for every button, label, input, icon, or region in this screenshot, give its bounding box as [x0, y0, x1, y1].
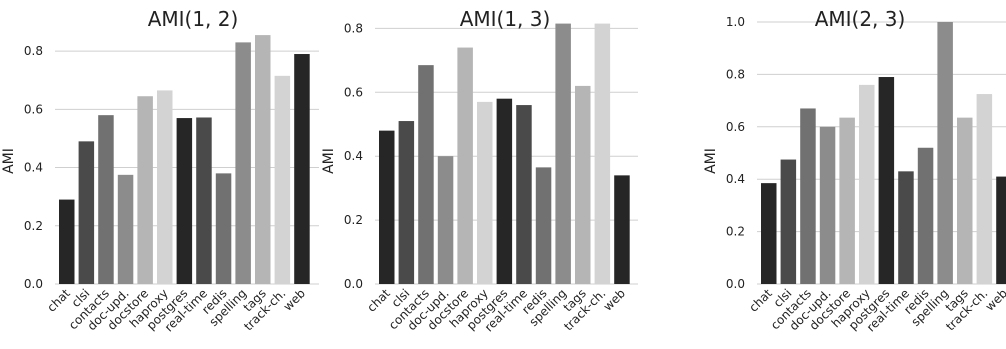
- bar-doc-upd: [117, 174, 134, 284]
- bar-track-ch: [976, 94, 993, 284]
- y-tick-label: 0.6: [726, 120, 745, 134]
- y-tick-label: 1.0: [726, 15, 745, 29]
- bar-chat: [379, 130, 395, 284]
- y-tick-label: 0.8: [24, 44, 43, 58]
- y-tick-label: 0.2: [726, 225, 745, 239]
- bar-postgres: [176, 118, 193, 284]
- bar-clsi: [398, 121, 415, 284]
- bar-redis: [535, 167, 552, 284]
- y-tick-label: 0.0: [344, 277, 363, 291]
- bar-web: [294, 54, 310, 285]
- y-tick-label: 0.8: [344, 21, 363, 35]
- bar-web: [996, 176, 1006, 284]
- bar-doc-upd: [437, 156, 454, 284]
- bar-real-time: [516, 105, 532, 284]
- bar-docstore: [839, 117, 855, 284]
- chart-title: AMI(1, 2): [148, 7, 239, 31]
- y-axis-label: AMI: [321, 148, 337, 174]
- bar-doc-upd: [819, 126, 836, 284]
- bar-spelling: [555, 23, 571, 284]
- y-tick-label: 0.2: [344, 213, 363, 227]
- bar-haproxy: [859, 84, 875, 284]
- y-tick-label: 0.2: [24, 219, 43, 233]
- bar-postgres: [496, 98, 513, 285]
- bar-haproxy: [477, 101, 493, 284]
- bar-clsi: [780, 159, 797, 284]
- x-tick-label: web: [983, 286, 1006, 313]
- bar-chat: [761, 183, 777, 284]
- bar-redis: [917, 147, 934, 284]
- bar-spelling: [235, 42, 251, 284]
- bar-tags: [255, 35, 271, 284]
- x-tick-label: web: [601, 286, 628, 313]
- chart-title: AMI(1, 3): [460, 7, 551, 31]
- bar-track-ch: [274, 75, 291, 284]
- bar-haproxy: [157, 90, 173, 285]
- bar-redis: [215, 173, 232, 284]
- bar-docstore: [457, 47, 473, 284]
- bar-clsi: [78, 141, 95, 284]
- bar-postgres: [878, 77, 895, 285]
- bar-track-ch: [594, 23, 611, 284]
- y-tick-label: 0.0: [24, 277, 43, 291]
- y-tick-label: 0.4: [726, 172, 745, 186]
- bar-spelling: [937, 22, 953, 284]
- y-tick-label: 0.4: [24, 161, 43, 175]
- y-axis-label: AMI: [703, 148, 719, 174]
- bar-contacts: [800, 108, 816, 285]
- bar-chat: [59, 199, 75, 284]
- y-tick-label: 0.6: [344, 85, 363, 99]
- y-tick-label: 0.0: [726, 277, 745, 291]
- y-tick-label: 0.4: [344, 149, 363, 163]
- chart-title: AMI(2, 3): [815, 7, 906, 31]
- bar-real-time: [898, 171, 914, 284]
- bar-docstore: [137, 96, 153, 284]
- x-tick-label: web: [281, 286, 308, 313]
- bar-web: [614, 175, 630, 284]
- bar-contacts: [98, 115, 114, 285]
- bar-contacts: [418, 65, 434, 284]
- y-tick-label: 0.8: [726, 67, 745, 81]
- bar-real-time: [196, 117, 212, 285]
- bar-tags: [957, 117, 973, 284]
- y-axis-label: AMI: [1, 148, 17, 174]
- y-tick-label: 0.6: [24, 102, 43, 116]
- bar-tags: [575, 85, 591, 284]
